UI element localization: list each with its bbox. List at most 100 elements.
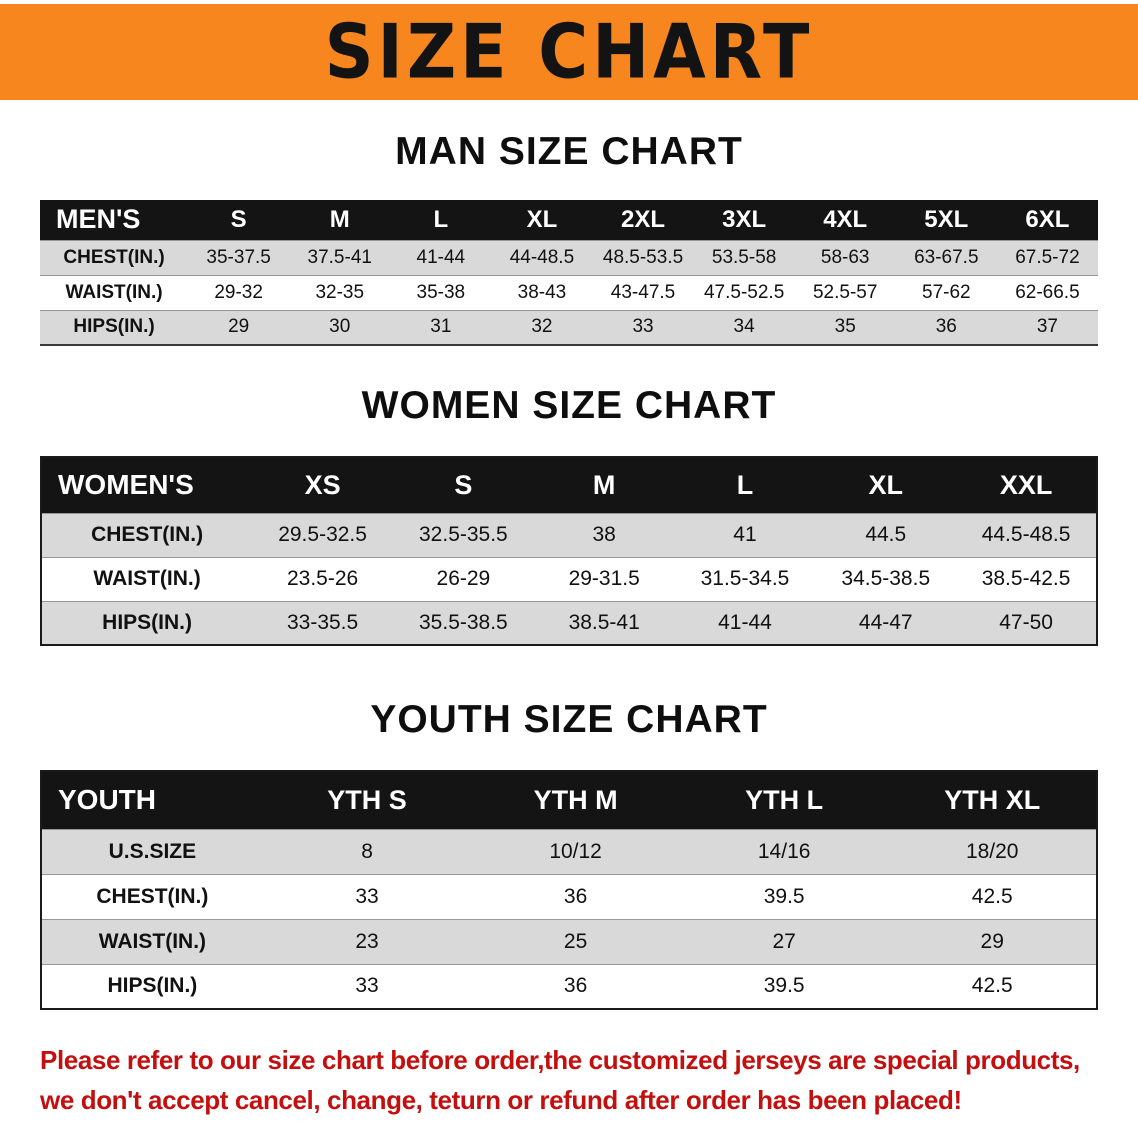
row-label-cell: CHEST(IN.) (91, 523, 204, 546)
value-cell: 35-38 (416, 281, 466, 303)
value-cell: 44-48.5 (509, 246, 575, 268)
value-cell: 38.5-42.5 (981, 567, 1071, 590)
value-cell: 42.5 (971, 974, 1013, 998)
value-cell: 52.5-57 (812, 281, 878, 303)
table-title-cell: YOUTH (41, 771, 263, 829)
value-cell: 31.5-34.5 (700, 567, 790, 590)
disclaimer-line-2: we don't accept cancel, change, teturn o… (40, 1085, 962, 1116)
value-cell: 67.5-72 (1015, 246, 1080, 268)
value-cell: 18/20 (965, 839, 1019, 863)
size-column-header: S (188, 200, 290, 240)
header-row: MEN'S S M L XL 2XL 3XL 4XL 5XL 6XL (40, 200, 1098, 240)
measurement-row: WAIST(IN.) 23 25 27 29 (41, 919, 1097, 964)
measurement-row: HIPS(IN.) 29 30 31 32 33 34 35 36 37 (40, 310, 1098, 345)
youth-size-section: YOUTH SIZE CHART YOUTH YTH S YTH M YTH L YTH… (0, 698, 1138, 1010)
women-section-heading: WOMEN SIZE CHART (361, 384, 777, 427)
value-cell: 37 (1036, 316, 1058, 338)
value-cell: 42.5 (971, 884, 1013, 908)
measurement-row: CHEST(IN.) 35-37.5 37.5-41 41-44 44-48.5 48.5… (40, 240, 1098, 275)
value-cell: 32-35 (315, 281, 365, 303)
value-cell: 10/12 (549, 839, 602, 863)
value-cell: 29 (980, 929, 1004, 953)
value-cell: 32.5-35.5 (419, 523, 508, 546)
value-cell: 31 (430, 316, 452, 338)
size-column-header: M (289, 200, 391, 240)
size-column-header: 4XL (794, 200, 896, 240)
value-cell: 37.5-41 (307, 246, 372, 268)
measurement-row: WAIST(IN.) 29-32 32-35 35-38 38-43 43-47.5 47.… (40, 275, 1098, 310)
row-label-cell: CHEST(IN.) (63, 246, 165, 268)
value-cell: 36 (563, 884, 588, 908)
value-cell: 53.5-58 (711, 246, 777, 268)
value-cell: 33-35.5 (286, 610, 359, 634)
women-size-table: WOMEN'S XS S M L XL XXL CHEST(IN.) 29.5-32.5 32.5… (40, 456, 1098, 646)
measurement-row: HIPS(IN.) 33 36 39.5 42.5 (41, 964, 1097, 1009)
value-cell: 44.5-48.5 (981, 523, 1071, 546)
value-cell: 35.5-38.5 (419, 610, 508, 634)
value-cell: 35-37.5 (206, 246, 271, 268)
value-cell: 33 (355, 884, 379, 908)
value-cell: 35 (834, 316, 856, 338)
page-title: SIZE CHART (324, 8, 814, 96)
value-cell: 33 (632, 316, 654, 338)
size-column-header: YTH L (679, 771, 889, 829)
size-column-header: YTH M (471, 771, 680, 829)
value-cell: 27 (772, 929, 796, 953)
row-label-cell: U.S.SIZE (108, 839, 197, 863)
value-cell: 29-32 (214, 281, 263, 303)
value-cell: 43-47.5 (610, 281, 676, 303)
youth-section-heading: YOUTH SIZE CHART (370, 698, 768, 741)
women-size-section: WOMEN SIZE CHART WOMEN'S XS S M L XL XXL CHEST(… (0, 384, 1138, 646)
value-cell: 44.5 (865, 523, 907, 546)
youth-size-table: YOUTH YTH S YTH M YTH L YTH XL U.S.SIZE 8 10/12… (40, 770, 1098, 1010)
row-label-cell: CHEST(IN.) (96, 884, 209, 908)
row-label-cell: HIPS(IN.) (102, 610, 193, 634)
men-section-heading: MAN SIZE CHART (395, 130, 743, 173)
size-column-header: YTH XL (888, 771, 1097, 829)
value-cell: 38 (592, 523, 616, 546)
size-column-header: XXL (956, 457, 1097, 513)
value-cell: 29-31.5 (568, 567, 640, 590)
table-title-cell: MEN'S (40, 200, 189, 240)
value-cell: 38.5-41 (568, 610, 640, 634)
value-cell: 39.5 (763, 884, 805, 908)
value-cell: 57-62 (922, 281, 971, 303)
value-cell: 26-29 (436, 567, 491, 590)
value-cell: 32 (531, 316, 553, 338)
size-column-header: S (392, 457, 534, 513)
header-row: YOUTH YTH S YTH M YTH L YTH XL (41, 771, 1097, 829)
value-cell: 58-63 (820, 246, 870, 268)
value-cell: 48.5-53.5 (602, 246, 684, 268)
value-cell: 41 (733, 523, 757, 546)
measurement-row: CHEST(IN.) 29.5-32.5 32.5-35.5 38 41 44.5 44.5… (41, 513, 1097, 557)
value-cell: 34.5-38.5 (841, 567, 931, 590)
row-label-cell: WAIST(IN.) (65, 281, 163, 303)
value-cell: 30 (329, 316, 351, 338)
size-column-header: M (533, 457, 675, 513)
value-cell: 23 (355, 929, 379, 953)
value-cell: 34 (733, 316, 755, 338)
measurement-row: WAIST(IN.) 23.5-26 26-29 29-31.5 31.5-34.5 34… (41, 557, 1097, 601)
size-column-header: 2XL (592, 200, 694, 240)
size-column-header: XL (491, 200, 593, 240)
size-column-header: 3XL (693, 200, 795, 240)
size-column-header: L (390, 200, 492, 240)
value-cell: 33 (355, 974, 379, 998)
size-column-header: 6XL (996, 200, 1098, 240)
value-cell: 29.5-32.5 (278, 523, 367, 546)
men-size-table: MEN'S S M L XL 2XL 3XL 4XL 5XL 6XL CHEST(IN.) 35-37… (40, 200, 1098, 346)
measurement-row: CHEST(IN.) 33 36 39.5 42.5 (41, 874, 1097, 919)
value-cell: 47-50 (999, 610, 1053, 634)
value-cell: 14/16 (757, 839, 811, 863)
value-cell: 63-67.5 (914, 246, 979, 268)
measurement-row: U.S.SIZE 8 10/12 14/16 18/20 (41, 829, 1097, 874)
banner: SIZE CHART (0, 4, 1138, 100)
value-cell: 8 (361, 839, 373, 863)
value-cell: 23.5-26 (286, 567, 359, 590)
size-column-header: XS (252, 457, 393, 513)
row-label-cell: HIPS(IN.) (73, 316, 155, 338)
value-cell: 47.5-52.5 (703, 281, 785, 303)
measurement-row: HIPS(IN.) 33-35.5 35.5-38.5 38.5-41 41-44 44-… (41, 601, 1097, 645)
value-cell: 44-47 (858, 610, 913, 634)
size-column-header: YTH S (262, 771, 472, 829)
